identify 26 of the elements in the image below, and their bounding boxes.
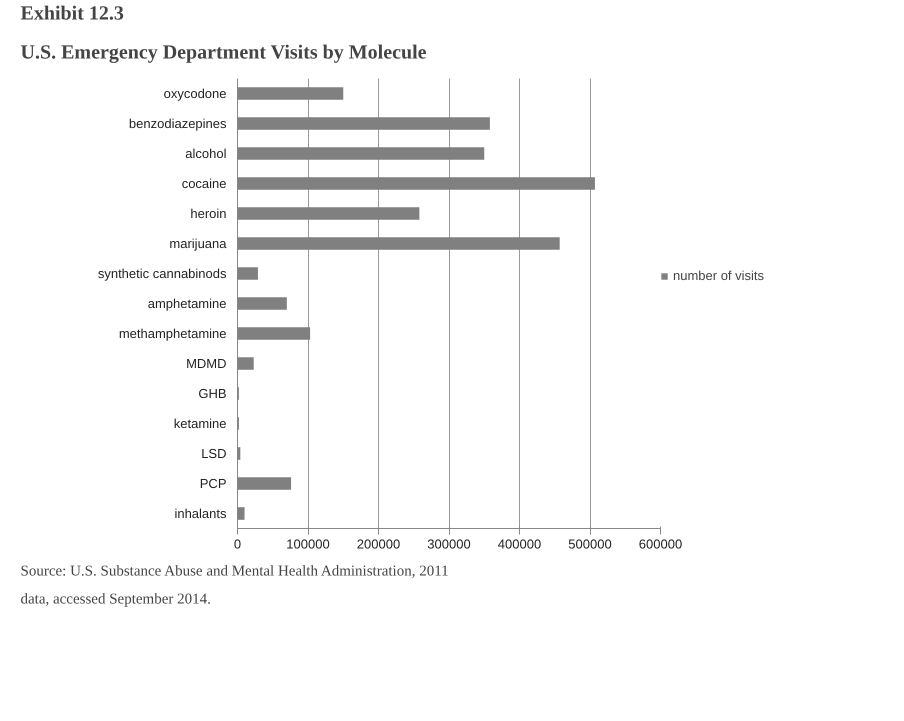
x-tick-label: 100000 [286, 536, 330, 552]
y-tick-label: MDMD [186, 356, 227, 371]
x-tick-label: 0 [234, 536, 242, 552]
y-tick-label: cocaine [182, 176, 227, 191]
x-tick-label: 500000 [568, 536, 612, 552]
y-tick-label: alcohol [185, 146, 227, 161]
text: Exhibit 12.3 [20, 2, 124, 24]
source-note: Source: U.S. Substance Abuse and Mental Health Administration, 2011 data, accessed September 2014. [20, 564, 449, 608]
y-tick-label: ketamine [174, 416, 226, 431]
y-tick-label: inhalants [174, 506, 227, 521]
legend-label: number of visits [673, 268, 764, 283]
y-tick-label: benzodiazepines [128, 116, 227, 131]
x-tick-label: 600000 [638, 536, 682, 552]
y-tick-label: PCP [200, 476, 227, 491]
x-tick-label: 300000 [427, 536, 471, 552]
y-tick-label: synthetic cannabinods [98, 266, 227, 281]
y-tick-label: methamphetamine [118, 326, 227, 341]
y-tick-label: marijuana [169, 236, 228, 251]
x-tick-label: 200000 [356, 536, 400, 552]
y-tick-label: heroin [190, 206, 227, 221]
y-tick-label: LSD [201, 446, 227, 461]
chart-subtitle: U.S. Emergency Department Visits by Molecule [20, 42, 427, 64]
y-tick-label: oxycodone [164, 86, 227, 101]
x-tick-label: 400000 [498, 536, 542, 552]
y-tick-label: amphetamine [148, 296, 227, 311]
y-tick-label: GHB [198, 386, 226, 401]
